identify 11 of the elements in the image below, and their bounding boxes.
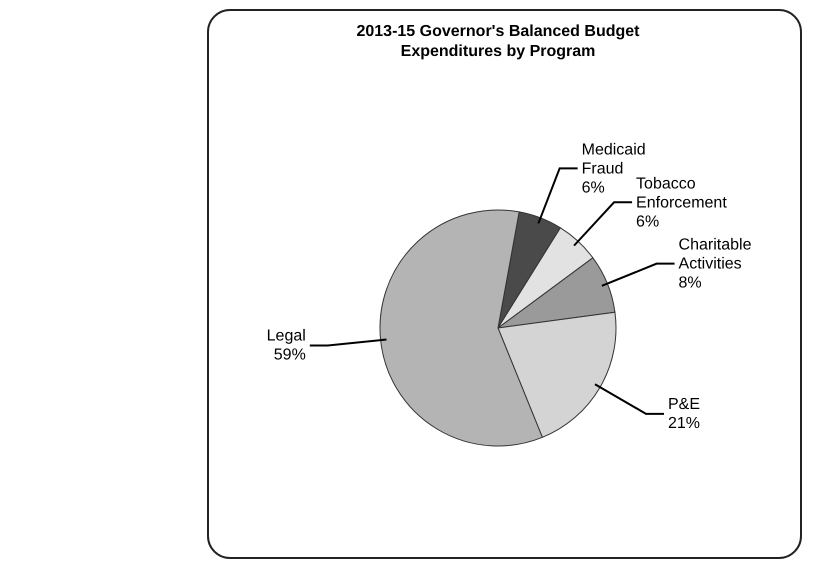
slice-label: Medicaid Fraud <box>582 142 646 178</box>
slice-label: Charitable Activities <box>678 236 752 273</box>
slice-label: Legal <box>266 328 306 345</box>
data-label: 8% <box>678 274 702 292</box>
data-label: 21% <box>668 415 700 432</box>
slice-label: Tobacco Enforcement <box>636 176 728 212</box>
chart-title: 2013-15 Governor's Balanced Budget Expenditures by Program <box>356 23 640 60</box>
data-label: 6% <box>582 180 605 197</box>
slice-label: P&E <box>668 396 700 414</box>
data-label: 59% <box>274 346 306 364</box>
data-label: 6% <box>636 214 660 231</box>
